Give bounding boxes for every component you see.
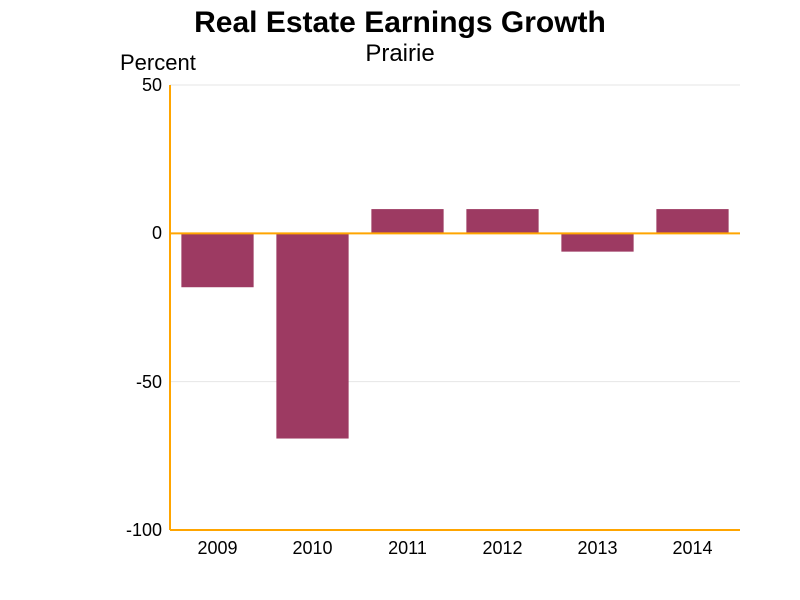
bar [562, 233, 633, 251]
x-tick-label: 2009 [178, 538, 258, 559]
y-tick-label: -100 [102, 520, 162, 541]
x-tick-label: 2011 [368, 538, 448, 559]
bar [657, 210, 728, 234]
bar [372, 210, 443, 234]
x-tick-label: 2013 [558, 538, 638, 559]
chart-container: Real Estate Earnings Growth Prairie Perc… [0, 0, 800, 600]
y-tick-label: -50 [102, 372, 162, 393]
y-tick-label: 0 [102, 223, 162, 244]
x-tick-label: 2012 [463, 538, 543, 559]
x-tick-label: 2010 [273, 538, 353, 559]
x-tick-label: 2014 [653, 538, 733, 559]
bar [467, 210, 538, 234]
bar [277, 233, 348, 438]
bar [182, 233, 253, 286]
y-tick-label: 50 [102, 75, 162, 96]
